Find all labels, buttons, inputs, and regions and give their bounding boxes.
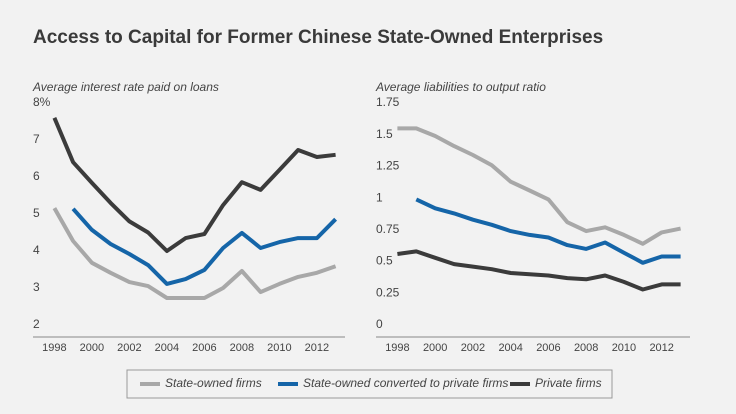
series-line: [52, 117, 336, 253]
axis-subtitle: Average interest rate paid on loans: [32, 80, 219, 94]
page-title: Access to Capital for Former Chinese Sta…: [33, 27, 603, 48]
x-tick-label: 2008: [230, 342, 254, 354]
x-tick-label: 2006: [536, 342, 560, 354]
legend-box: [126, 369, 613, 399]
x-tick-label: 2008: [574, 342, 598, 354]
x-tick-label: 1998: [42, 342, 66, 354]
series-line: [397, 249, 681, 292]
legend-label: State-owned converted to private firms: [303, 376, 508, 390]
x-tick-label: 2006: [192, 342, 216, 354]
y-tick-label: 0: [376, 317, 383, 331]
x-tick-label: 2004: [498, 342, 522, 354]
series-line: [52, 207, 337, 300]
x-tick-label: 2012: [649, 342, 673, 354]
y-tick-label: 0.75: [376, 222, 400, 236]
legend-label: State-owned firms: [165, 376, 262, 390]
series-line: [415, 197, 681, 265]
y-tick-label: 1: [376, 190, 383, 204]
legend-label: Private firms: [535, 376, 602, 390]
series-line: [71, 207, 338, 286]
y-tick-label: 1.75: [376, 95, 400, 109]
y-tick-label: 0.5: [376, 254, 393, 268]
x-tick-label: 2000: [423, 342, 447, 354]
x-tick-label: 2010: [267, 342, 291, 354]
y-tick-label: 6: [33, 169, 40, 183]
x-tick-label: 1998: [385, 342, 409, 354]
y-tick-label: 3: [33, 280, 40, 294]
series-line: [397, 126, 681, 246]
x-tick-label: 2012: [305, 342, 329, 354]
x-tick-label: 2002: [117, 342, 141, 354]
x-tick-label: 2004: [155, 342, 179, 354]
x-tick-label: 2010: [612, 342, 636, 354]
y-tick-label: 5: [33, 206, 40, 220]
axis-subtitle: Average liabilities to output ratio: [375, 80, 546, 94]
y-tick-label: 8%: [33, 95, 51, 109]
y-tick-label: 7: [33, 132, 40, 146]
y-tick-label: 2: [33, 317, 40, 331]
y-tick-label: 1.25: [376, 159, 400, 173]
x-tick-label: 2000: [80, 342, 104, 354]
x-tick-label: 2002: [461, 342, 485, 354]
y-tick-label: 1.5: [376, 127, 393, 141]
y-tick-label: 0.25: [376, 285, 400, 299]
y-tick-label: 4: [33, 243, 40, 257]
